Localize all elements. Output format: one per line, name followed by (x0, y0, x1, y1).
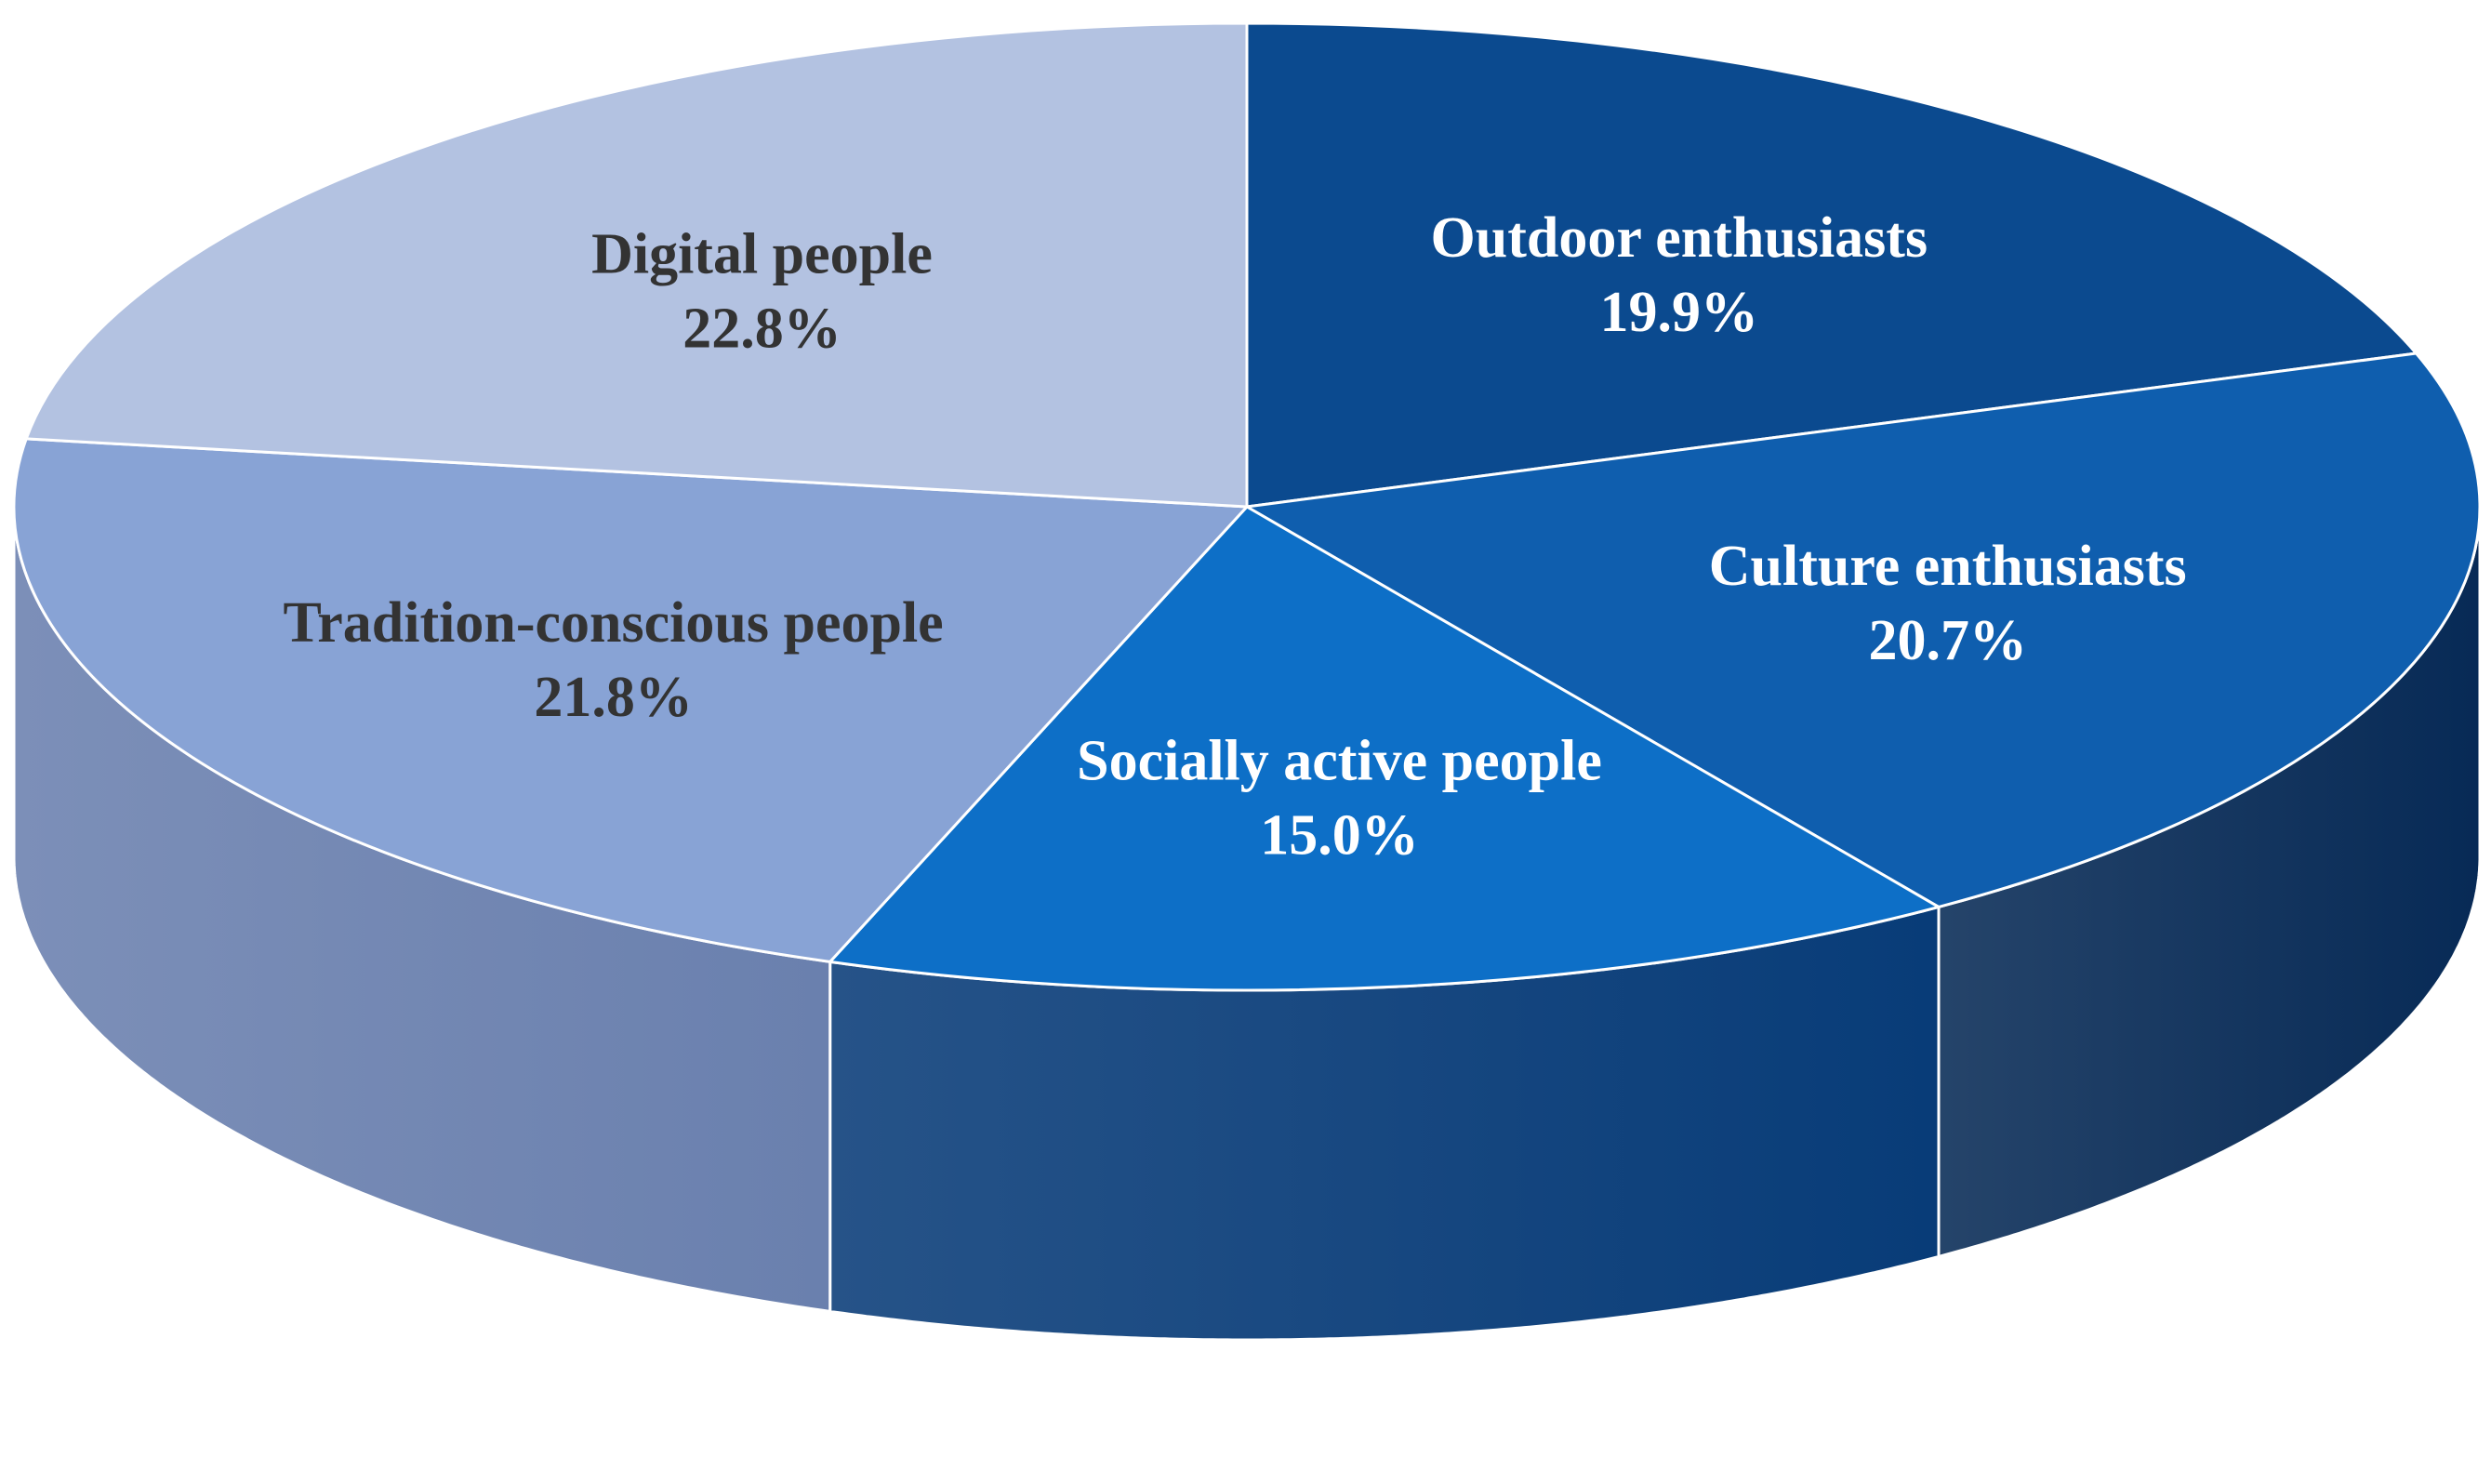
pie-slice-tradition-conscious-people (12, 437, 1249, 963)
slice-label-tradition-conscious-people: Tradition-conscious people 21.8% (284, 591, 944, 729)
slice-value-label: 21.8% (534, 666, 693, 729)
slice-label-culture-enthusiasts: Culture enthusiasts 20.7% (1709, 535, 2187, 672)
slice-name-label: Culture enthusiasts (1709, 535, 2187, 598)
slice-name-label: Outdoor enthusiasts (1430, 206, 1928, 270)
pie-slice-digital-people (24, 21, 1249, 509)
pie-slice-socially-active-people (828, 505, 1941, 992)
pie-slice-outdoor-enthusiasts (1245, 21, 2418, 509)
slice-value-label: 15.0% (1260, 804, 1419, 868)
pie-label-layer: Outdoor enthusiasts 19.9% Culture enthusia… (284, 206, 2187, 868)
slice-name-label: Digital people (591, 222, 933, 285)
pie-side-layer (12, 507, 2482, 1342)
slice-label-outdoor-enthusiasts: Outdoor enthusiasts 19.9% (1430, 206, 1928, 344)
slice-value-label: 20.7% (1868, 609, 2027, 672)
slice-label-socially-active-people: Socially active people 15.0% (1077, 730, 1602, 868)
pie-slice-culture-enthusiasts (1245, 351, 2482, 908)
slice-value-label: 22.8% (682, 297, 841, 360)
slice-label-digital-people: Digital people 22.8% (591, 222, 933, 360)
slice-name-label: Socially active people (1077, 730, 1602, 793)
slice-name-label: Tradition-conscious people (284, 591, 944, 655)
slice-value-label: 19.9% (1600, 281, 1759, 344)
pie-top-layer (12, 21, 2482, 992)
